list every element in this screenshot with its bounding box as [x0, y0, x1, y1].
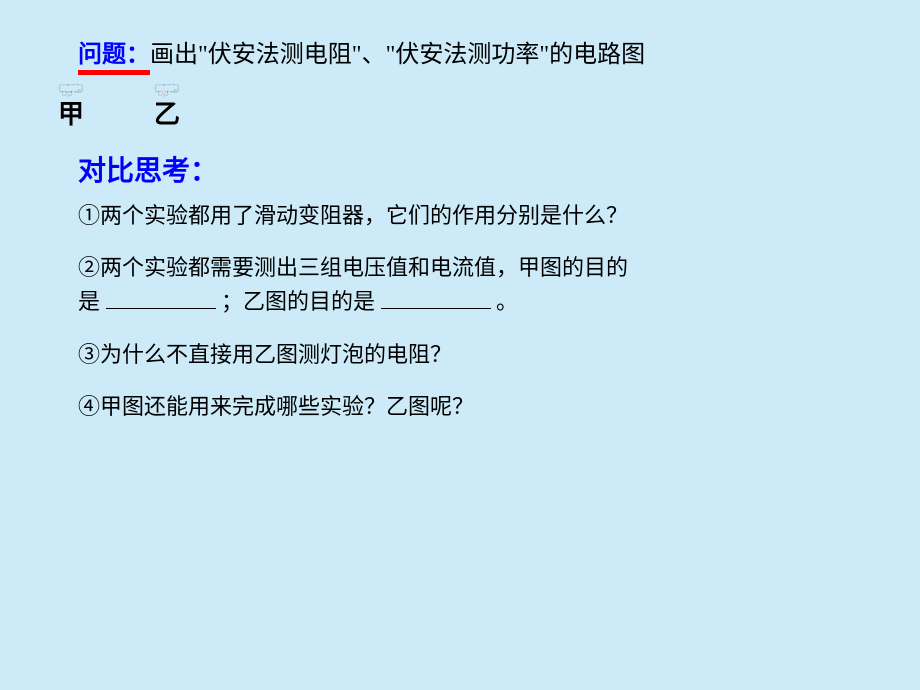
- compare-label: 对比思考：: [78, 149, 860, 189]
- resistor: [65, 91, 70, 92]
- content-area: 问题： 画出"伏安法测电阻"、"伏安法测功率"的电路图: [0, 0, 920, 690]
- wire: [60, 90, 63, 92]
- question-label-text: 问题：: [78, 42, 150, 68]
- item-1: ①两个实验都用了滑动变阻器，它们的作用分别是什么？: [78, 199, 860, 233]
- blank-1: [106, 286, 216, 309]
- item-3: ③为什么不直接用乙图测灯泡的电阻？: [78, 338, 860, 372]
- wire: [156, 90, 159, 92]
- rheostat-arrow: [174, 91, 175, 92]
- item-2c: ；乙图的目的是: [221, 289, 375, 314]
- switch-arm: [73, 84, 77, 85]
- rheostat-body: [172, 91, 177, 92]
- item-2d: 。: [496, 289, 518, 314]
- underline-red: [78, 70, 150, 75]
- diagram-left: A V 甲: [58, 83, 84, 131]
- diagram-right: A V 乙: [154, 83, 180, 131]
- compare-items: ①两个实验都用了滑动变阻器，它们的作用分别是什么？ ②两个实验都需要测出三组电压…: [78, 199, 860, 423]
- rheostat-body: [76, 91, 81, 92]
- diagram-right-label: 乙: [154, 94, 180, 131]
- question-line: 问题： 画出"伏安法测电阻"、"伏安法测功率"的电路图: [78, 34, 860, 69]
- item-2b: 是: [78, 289, 100, 314]
- diagrams-row: A V 甲: [58, 83, 860, 131]
- rheostat-arrow: [78, 91, 79, 92]
- item-2: ②两个实验都需要测出三组电压值和电流值，甲图的目的 是 ；乙图的目的是 。: [78, 251, 860, 319]
- switch-arm: [169, 84, 173, 85]
- question-text: 画出"伏安法测电阻"、"伏安法测功率"的电路图: [150, 42, 645, 68]
- item-2a: ②两个实验都需要测出三组电压值和电流值，甲图的目的: [78, 255, 628, 280]
- blank-2: [381, 286, 491, 309]
- diagram-left-label: 甲: [58, 94, 84, 131]
- item-4: ④甲图还能用来完成哪些实验？乙图呢？: [78, 390, 860, 424]
- question-label: 问题：: [78, 34, 150, 69]
